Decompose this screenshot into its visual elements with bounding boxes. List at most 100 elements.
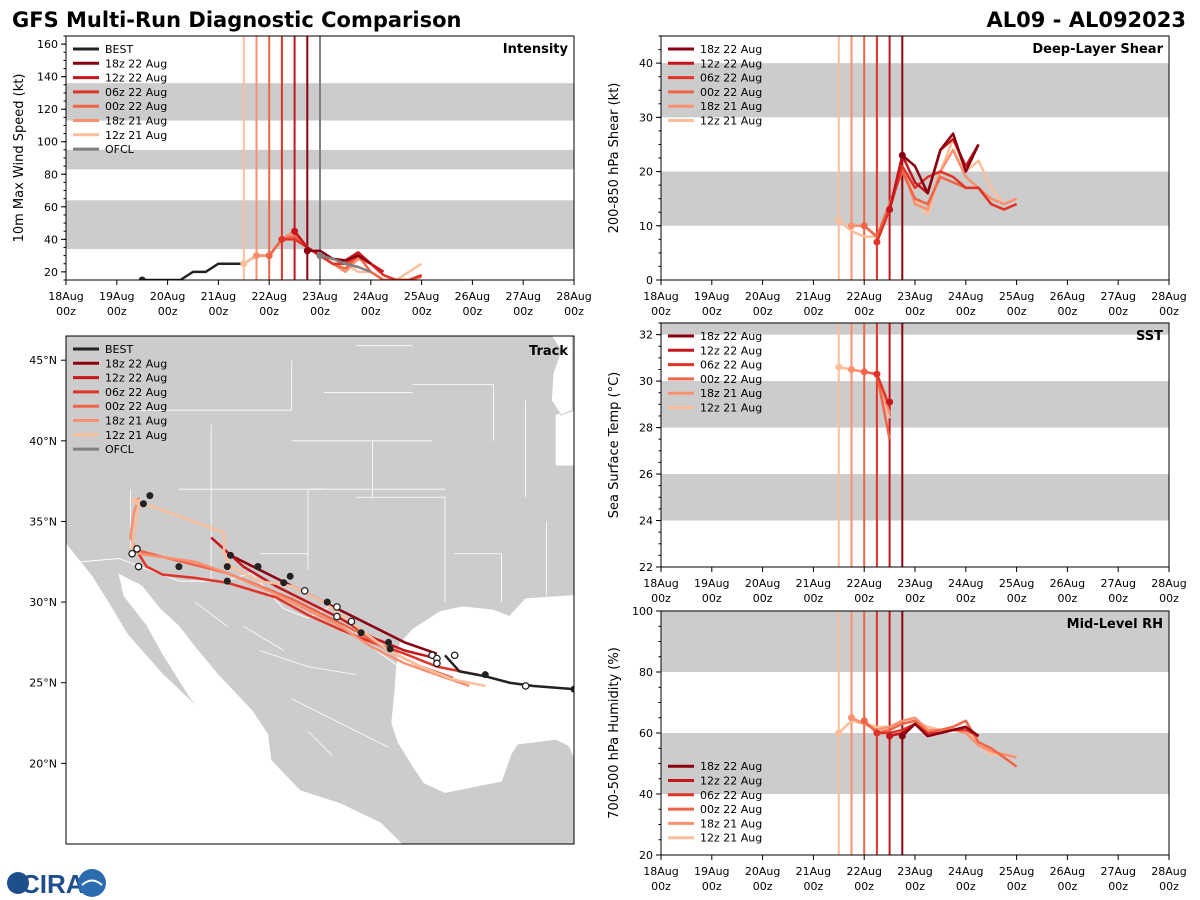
x-tick-sublabel: 00z	[651, 305, 671, 318]
y-axis-label: Sea Surface Temp (°C)	[607, 372, 622, 519]
track-line	[129, 496, 470, 688]
x-tick-sublabel: 00z	[1159, 592, 1179, 605]
track-marker-filled	[223, 577, 231, 585]
series-line	[850, 716, 1017, 759]
x-tick-label: 18Aug	[643, 577, 678, 590]
track-marker-filled	[139, 500, 147, 508]
legend-label: 18z 21 Aug	[700, 817, 762, 830]
cira-logo-text: CIRA	[21, 869, 85, 899]
legend-label: 06z 22 Aug	[700, 359, 762, 372]
legend-label: 06z 22 Aug	[700, 789, 762, 802]
x-tick-sublabel: 00z	[564, 305, 584, 318]
x-tick-label: 26Aug	[1050, 290, 1085, 303]
x-tick-label: 25Aug	[999, 290, 1034, 303]
lat-tick-label: 35°N	[29, 515, 57, 528]
track-marker-filled	[223, 563, 231, 571]
y-tick-label: 0	[646, 274, 653, 287]
x-tick-label: 25Aug	[999, 865, 1034, 878]
x-tick-sublabel: 00z	[412, 305, 432, 318]
x-tick-label: 18Aug	[48, 290, 83, 303]
series-line	[901, 722, 980, 738]
x-tick-label: 26Aug	[455, 290, 490, 303]
x-tick-label: 20Aug	[150, 290, 185, 303]
series-start-marker	[265, 252, 273, 260]
track-marker-open	[333, 603, 341, 611]
track-line	[210, 536, 438, 660]
series-start-marker	[316, 252, 324, 260]
cira-globe-icon	[7, 872, 29, 894]
legend-label: 00z 22 Aug	[105, 400, 167, 413]
x-tick-sublabel: 00z	[1058, 305, 1078, 318]
lat-tick-label: 45°N	[29, 354, 57, 367]
track-marker-filled	[286, 572, 294, 580]
figure-title: GFS Multi-Run Diagnostic Comparison	[12, 8, 461, 32]
y-tick-label: 80	[639, 666, 653, 679]
legend-label: BEST	[105, 343, 133, 356]
legend-label: 12z 22 Aug	[700, 775, 762, 788]
lake	[485, 336, 548, 337]
x-tick-sublabel: 00z	[1159, 880, 1179, 893]
legend-label: 06z 22 Aug	[105, 386, 167, 399]
series-line	[875, 164, 1018, 243]
y-tick-label: 20	[44, 266, 58, 279]
track-marker-open	[134, 562, 143, 571]
x-tick-sublabel: 00z	[804, 305, 824, 318]
x-tick-label: 22Aug	[846, 577, 881, 590]
track-marker-filled	[386, 645, 394, 653]
x-tick-label: 27Aug	[1100, 577, 1135, 590]
y-tick-label: 140	[37, 71, 58, 84]
x-tick-sublabel: 00z	[1058, 880, 1078, 893]
track-marker-open	[433, 659, 441, 668]
x-tick-label: 25Aug	[404, 290, 439, 303]
series-line	[901, 132, 980, 195]
legend-label: 18z 21 Aug	[700, 100, 762, 113]
x-tick-label: 22Aug	[846, 290, 881, 303]
series-start-marker	[848, 365, 855, 373]
legend-label: 12z 22 Aug	[105, 72, 167, 85]
storm-id: AL09 - AL092023	[987, 8, 1187, 32]
y-tick-label: 30	[639, 111, 653, 124]
series-start-marker	[886, 732, 894, 740]
x-tick-sublabel: 00z	[1058, 592, 1078, 605]
track-marker-filled	[570, 685, 574, 693]
panel-title: SST	[1136, 329, 1163, 344]
shaded-band	[661, 474, 1169, 521]
track-marker-open	[333, 612, 341, 621]
track-line	[129, 497, 486, 688]
track-marker-filled	[226, 551, 234, 559]
y-tick-label: 28	[639, 422, 653, 435]
track-marker-filled	[280, 579, 288, 587]
x-tick-label: 24Aug	[948, 865, 983, 878]
series-start-marker	[873, 729, 881, 737]
y-tick-label: 40	[639, 788, 653, 801]
x-tick-sublabel: 00z	[259, 305, 279, 318]
panel-title: Deep-Layer Shear	[1032, 42, 1163, 57]
y-tick-label: 26	[639, 468, 653, 481]
x-tick-sublabel: 00z	[310, 305, 330, 318]
track-marker-open	[300, 586, 309, 595]
legend-label: 12z 21 Aug	[700, 402, 762, 415]
y-tick-label: 120	[37, 103, 58, 116]
x-tick-sublabel: 00z	[905, 880, 925, 893]
x-tick-sublabel: 00z	[1007, 305, 1027, 318]
track-marker-open	[450, 651, 459, 660]
x-tick-sublabel: 00z	[1108, 592, 1128, 605]
y-tick-label: 100	[632, 605, 653, 618]
x-tick-label: 22Aug	[251, 290, 286, 303]
x-tick-sublabel: 00z	[905, 305, 925, 318]
x-tick-label: 23Aug	[302, 290, 337, 303]
x-tick-sublabel: 00z	[463, 305, 483, 318]
track-marker-filled	[481, 671, 489, 679]
x-tick-label: 27Aug	[505, 290, 540, 303]
x-tick-sublabel: 00z	[956, 880, 976, 893]
x-tick-sublabel: 00z	[804, 592, 824, 605]
x-tick-sublabel: 00z	[804, 880, 824, 893]
state-border	[194, 601, 228, 627]
lat-tick-label: 25°N	[29, 677, 57, 690]
y-tick-label: 80	[44, 168, 58, 181]
x-tick-label: 18Aug	[643, 290, 678, 303]
y-tick-label: 60	[639, 727, 653, 740]
lat-tick-label: 20°N	[29, 757, 57, 770]
x-tick-sublabel: 00z	[956, 305, 976, 318]
